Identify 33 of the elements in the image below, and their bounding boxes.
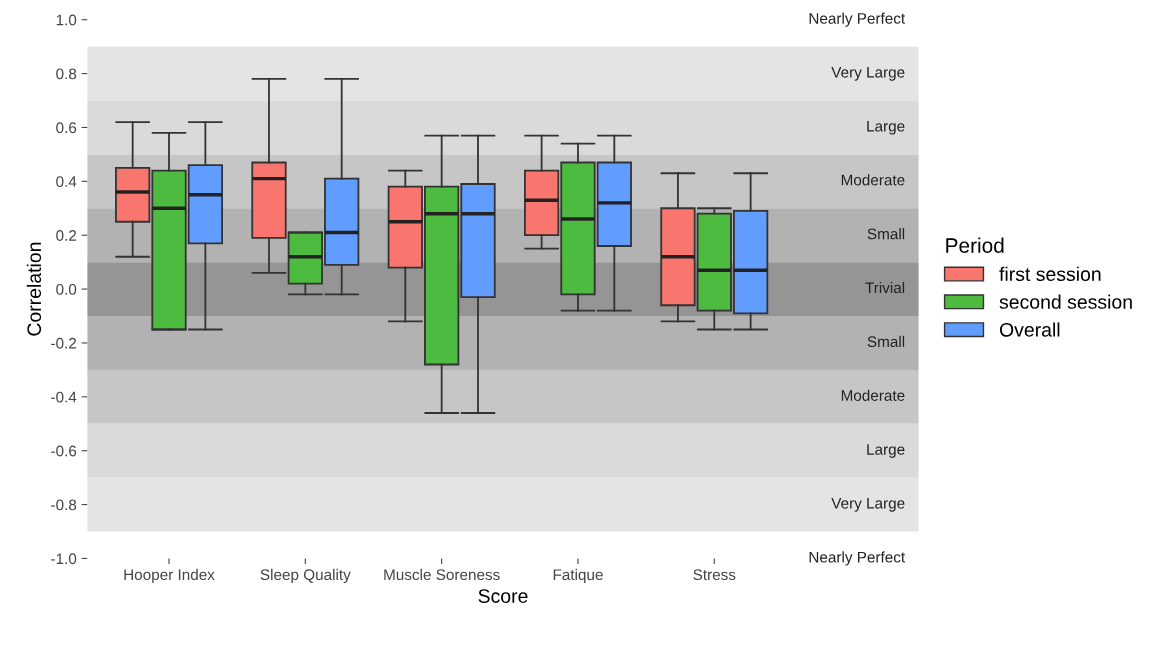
y-tick-label: 0.2 bbox=[56, 230, 77, 241]
y-axis-title: Correlation bbox=[26, 242, 42, 336]
band-label: Trivial bbox=[865, 281, 905, 294]
band-label: Small bbox=[867, 335, 905, 348]
y-tick-label: -0.8 bbox=[51, 499, 77, 511]
band-label: Very Large bbox=[831, 498, 905, 512]
legend-label: Overall bbox=[999, 322, 1060, 337]
y-tick-label: -0.2 bbox=[51, 337, 77, 349]
x-tick-label: Muscle Soreness bbox=[384, 568, 500, 581]
band-label: Small bbox=[867, 228, 905, 240]
x-axis-title: Score bbox=[478, 589, 528, 603]
y-tick-label: 1.0 bbox=[56, 14, 77, 26]
y-tick-label: -0.6 bbox=[51, 445, 77, 457]
band-label: Moderate bbox=[841, 389, 905, 401]
legend-label: second session bbox=[999, 294, 1132, 309]
x-tick-label: Hooper Index bbox=[124, 568, 215, 584]
x-tick-label: Fatique bbox=[553, 568, 603, 584]
y-tick-label: -0.4 bbox=[51, 391, 77, 403]
legend-title: Period bbox=[946, 237, 1004, 253]
y-tick-label: 0.0 bbox=[56, 283, 77, 295]
text: Nearly Perfect bbox=[809, 551, 906, 566]
band-label: Large bbox=[867, 444, 905, 458]
x-tick-label: Stress bbox=[693, 569, 736, 581]
text: Nearly Perfect bbox=[809, 12, 906, 27]
x-tick-label: Sleep Quality bbox=[260, 568, 351, 584]
y-tick-label: 0.6 bbox=[56, 122, 77, 134]
band-label: Moderate bbox=[841, 174, 905, 186]
band-label: Large bbox=[867, 120, 905, 135]
band-label: Very Large bbox=[831, 67, 905, 81]
y-tick-label: 0.8 bbox=[56, 68, 77, 80]
legend-label: first session bbox=[999, 266, 1101, 282]
y-tick-label: -1.0 bbox=[51, 553, 77, 565]
y-tick-label: 0.4 bbox=[56, 176, 77, 188]
